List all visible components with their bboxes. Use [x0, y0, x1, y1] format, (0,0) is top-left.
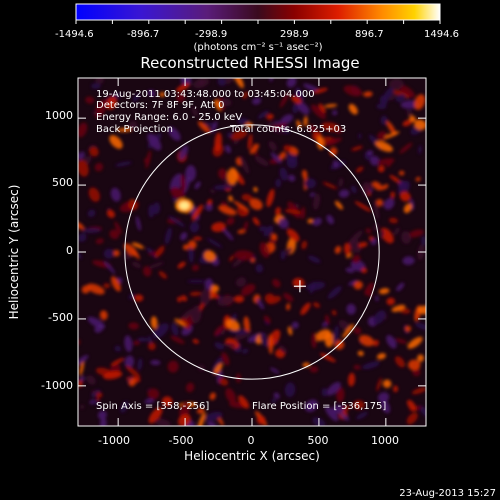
x-tick-label: -500 [169, 434, 194, 447]
spin-axis-label: Spin Axis = [358,-256] [96, 401, 209, 412]
colorbar-tick-label: 896.7 [355, 29, 384, 40]
x-axis-label: Heliocentric X (arcsec) [184, 449, 320, 463]
colorbar-tick-label: -298.9 [195, 29, 227, 40]
x-tick-label: 500 [308, 434, 329, 447]
y-tick-label: -500 [48, 311, 73, 324]
energy-range-label: Energy Range: 6.0 - 25.0 keV [96, 112, 242, 123]
colorbar-gradient [75, 3, 441, 21]
colorbar-tick-label: 298.9 [280, 29, 309, 40]
y-tick-label: 0 [66, 244, 73, 257]
colorbar-tick-label: 1494.6 [424, 29, 459, 40]
y-tick-label: 500 [52, 176, 73, 189]
y-axis-ticks [78, 117, 426, 387]
spin-axis-marker [293, 280, 306, 293]
footer-date: 23-Aug-2013 15:27 [399, 488, 496, 499]
x-tick-label: 0 [248, 434, 255, 447]
method-label: Back Projection [96, 124, 173, 135]
time-range-label: 19-Aug-2011 03:43:48.000 to 03:45:04.000 [96, 89, 315, 100]
colorbar: -1494.6 -896.7 -298.9 298.9 896.7 1494.6… [55, 3, 459, 53]
y-tick-label: 1000 [45, 109, 73, 122]
colorbar-units: (photons cm⁻² s⁻¹ asec⁻²) [193, 42, 322, 53]
y-axis-label: Heliocentric Y (arcsec) [7, 185, 21, 320]
y-tick-label: -1000 [41, 379, 73, 392]
plot-area [77, 77, 427, 427]
flare-position-label: Flare Position = [-536,175] [252, 401, 386, 412]
x-tick-label: 1000 [371, 434, 399, 447]
image-pixels [78, 78, 426, 426]
x-axis-ticks [117, 78, 387, 426]
x-tick-label: -1000 [98, 434, 130, 447]
detectors-label: Detectors: 7F 8F 9F, Att 0 [96, 100, 224, 111]
total-counts-label: Total counts: 6.825+03 [229, 124, 346, 135]
colorbar-tick-label: -896.7 [127, 29, 159, 40]
plot-title: Reconstructed RHESSI Image [140, 54, 359, 72]
solar-limb [124, 124, 380, 380]
colorbar-tick-label: -1494.6 [55, 29, 94, 40]
colorbar-ticks [75, 20, 441, 24]
